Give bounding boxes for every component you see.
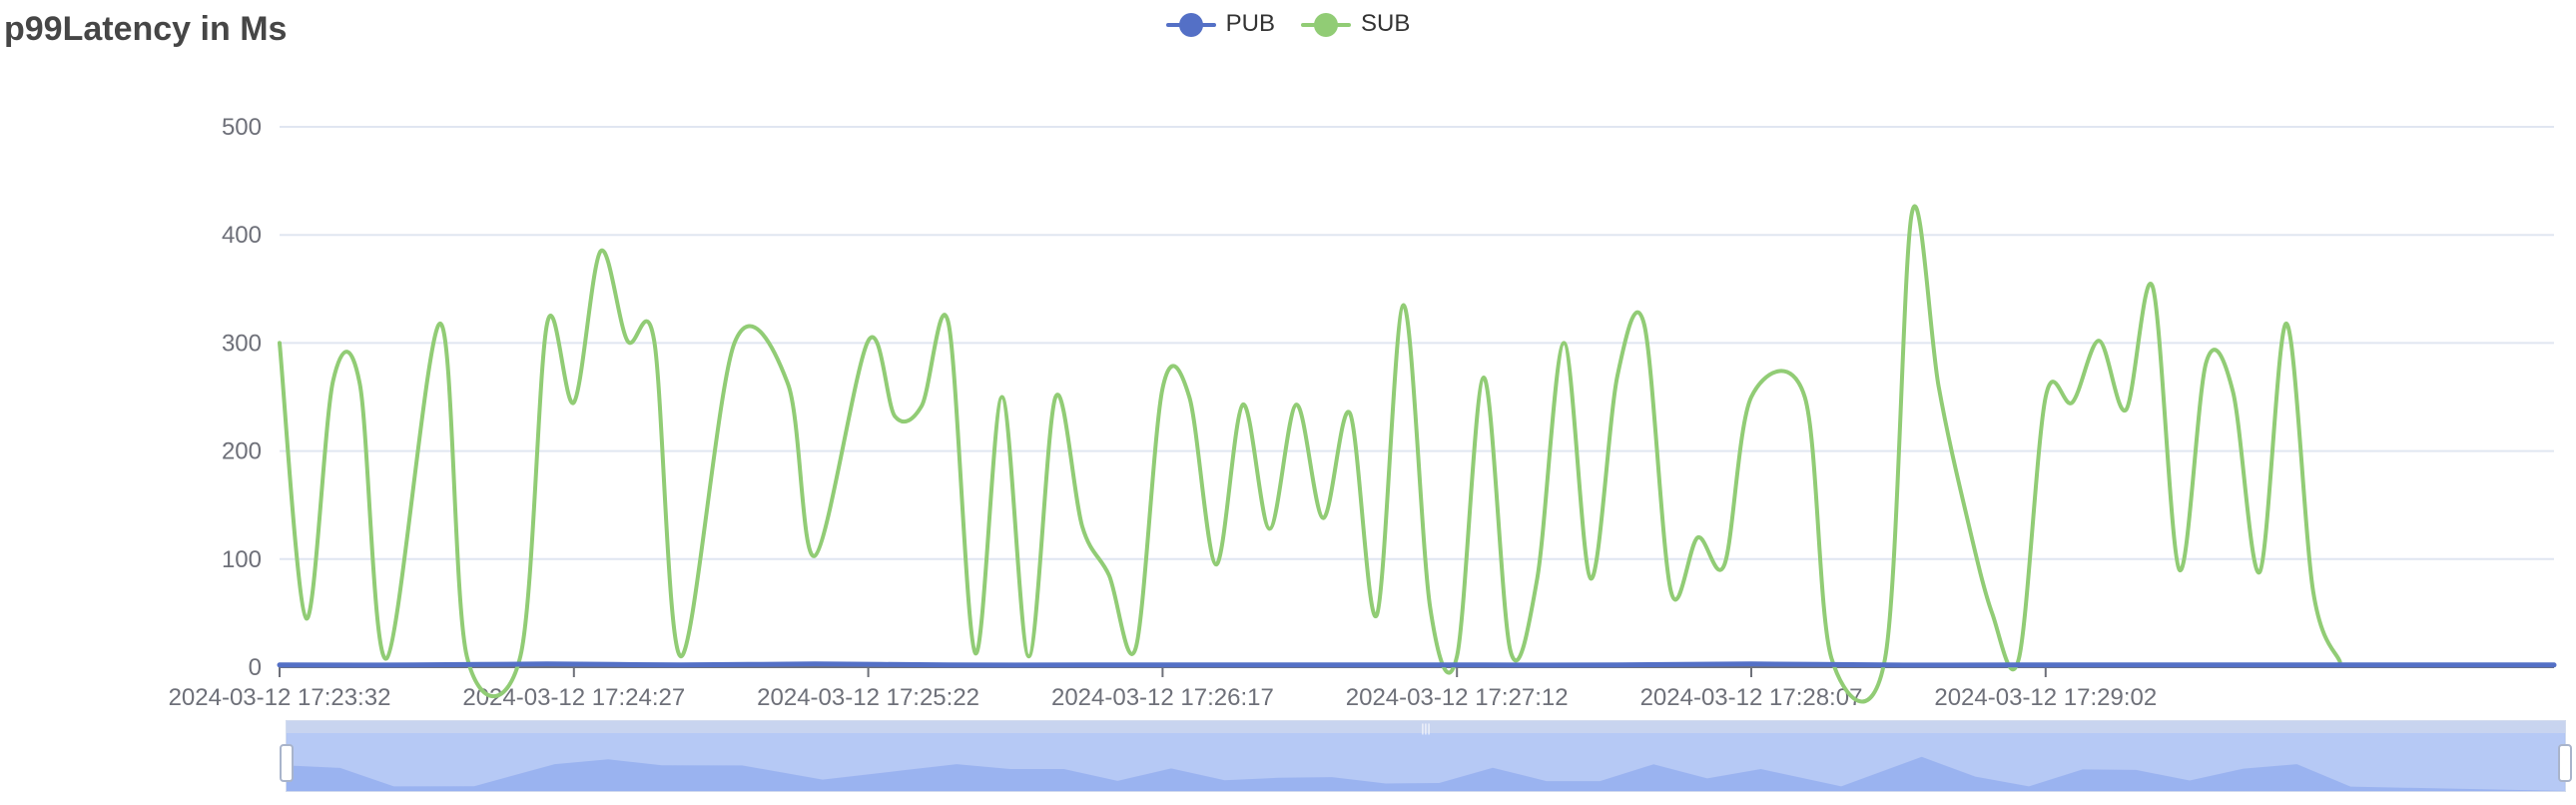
legend: PUB SUB xyxy=(0,10,2576,38)
data-zoom-preview-area xyxy=(287,756,2565,791)
legend-pub-label: PUB xyxy=(1225,10,1275,37)
data-zoom-top-bar[interactable] xyxy=(287,721,2565,733)
legend-item-sub[interactable]: SUB xyxy=(1301,10,1410,38)
x-tick-label: 2024-03-12 17:27:12 xyxy=(1346,684,1569,711)
series-line-sub[interactable] xyxy=(278,204,2342,704)
x-tick-label: 2024-03-12 17:28:07 xyxy=(1640,684,1863,711)
x-tick-label: 2024-03-12 17:26:17 xyxy=(1051,684,1274,711)
x-tick-label: 2024-03-12 17:23:32 xyxy=(169,684,391,711)
y-tick-label: 400 xyxy=(222,222,262,249)
legend-sub-symbol xyxy=(1301,12,1351,37)
y-tick-label: 100 xyxy=(222,546,262,573)
data-zoom-grip-icon[interactable]: ||| xyxy=(1421,721,1430,735)
data-zoom-handle-left[interactable] xyxy=(280,744,294,782)
data-zoom-handle-right[interactable] xyxy=(2558,744,2572,782)
y-tick-label: 200 xyxy=(222,438,262,465)
legend-sub-label: SUB xyxy=(1361,10,1411,37)
chart-title: p99Latency in Ms xyxy=(4,10,288,48)
series-line-pub[interactable] xyxy=(277,661,2557,668)
x-tick-label: 2024-03-12 17:24:27 xyxy=(462,684,685,711)
y-tick-label: 0 xyxy=(249,654,262,681)
x-tick-label: 2024-03-12 17:29:02 xyxy=(1934,684,2157,711)
y-tick-label: 300 xyxy=(222,330,262,357)
legend-pub-symbol xyxy=(1165,12,1216,37)
legend-item-pub[interactable]: PUB xyxy=(1165,10,1275,38)
y-tick-label: 500 xyxy=(222,114,262,141)
x-tick-label: 2024-03-12 17:25:22 xyxy=(757,684,979,711)
